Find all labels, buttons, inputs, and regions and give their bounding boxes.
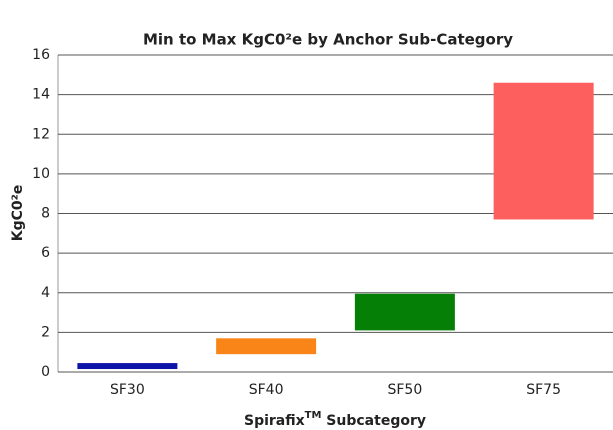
x-tick-label: SF75 <box>526 382 561 398</box>
y-tick-label: 16 <box>32 47 50 63</box>
y-tick-label: 14 <box>32 87 50 103</box>
y-axis-label: KgC0²e <box>10 185 26 242</box>
y-tick-label: 2 <box>41 324 50 340</box>
x-axis-label-superscript: TM <box>305 410 322 421</box>
y-tick-label: 12 <box>32 126 50 142</box>
chart-title: Min to Max KgC0²e by Anchor Sub-Category <box>143 31 513 49</box>
x-axis-label: SpirafixTM Subcategory <box>244 410 426 429</box>
x-tick-label: SF40 <box>249 382 284 398</box>
y-tick-label: 10 <box>32 166 50 182</box>
x-tick-label: SF30 <box>110 382 145 398</box>
bar <box>216 338 317 355</box>
bar <box>77 363 178 370</box>
y-tick-label: 0 <box>41 364 50 380</box>
y-tick-label: 4 <box>41 285 50 301</box>
y-tick-label: 6 <box>41 245 50 261</box>
y-tick-label: 8 <box>41 206 50 222</box>
x-axis-label-suffix: Subcategory <box>321 413 426 429</box>
x-axis-label-text: Spirafix <box>244 413 305 429</box>
x-tick-label: SF50 <box>387 382 422 398</box>
bar <box>354 293 455 331</box>
bar <box>493 82 594 220</box>
